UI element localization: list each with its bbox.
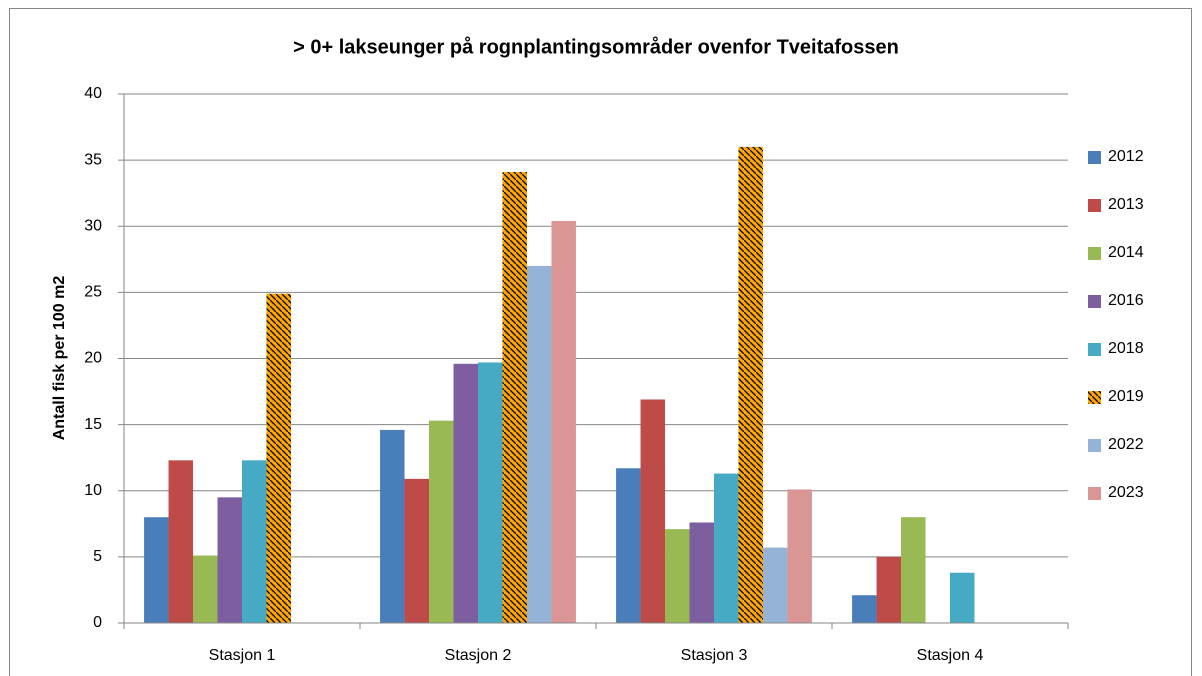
y-tick-label: 10 (84, 482, 102, 499)
bar (429, 420, 454, 623)
y-tick-label: 20 (84, 350, 102, 367)
bar (616, 468, 641, 623)
x-tick-label: Stasjon 4 (917, 647, 984, 664)
legend-label: 2014 (1108, 244, 1144, 261)
legend-swatch (1088, 151, 1101, 164)
legend-label: 2019 (1108, 388, 1144, 405)
legend-label: 2018 (1108, 340, 1144, 357)
legend-label: 2012 (1108, 148, 1144, 165)
bar (478, 362, 503, 623)
x-tick-label: Stasjon 2 (445, 647, 512, 664)
bar (380, 429, 405, 623)
y-axis-label: Antall fisk per 100 m2 (51, 276, 68, 441)
x-tick-label: Stasjon 1 (209, 647, 276, 664)
bar (526, 265, 552, 623)
bar (852, 595, 877, 623)
legend-swatch (1088, 295, 1101, 308)
y-tick-label: 5 (93, 548, 102, 565)
bar (640, 399, 666, 623)
x-tick-label: Stasjon 3 (681, 647, 748, 664)
bar (689, 522, 714, 623)
bar (217, 497, 242, 623)
legend-swatch (1088, 487, 1101, 500)
y-tick-label: 30 (84, 217, 102, 234)
bar (787, 489, 812, 623)
bar (738, 146, 763, 623)
y-tick-label: 40 (84, 85, 102, 102)
legend-label: 2016 (1108, 292, 1144, 309)
bar (144, 517, 169, 623)
legend-swatch (1088, 391, 1101, 404)
legend-label: 2022 (1108, 436, 1144, 453)
chart-title: > 0+ lakseunger på rognplantingsområder … (293, 35, 899, 58)
legend-label: 2023 (1108, 484, 1144, 501)
y-tick-label: 25 (84, 284, 102, 301)
bar (502, 172, 527, 623)
bar (950, 572, 975, 623)
bar (665, 529, 690, 623)
bar (714, 473, 739, 623)
y-tick-label: 15 (84, 416, 102, 433)
bar (266, 293, 291, 623)
legend-swatch (1088, 199, 1101, 212)
y-tick-label: 0 (93, 614, 102, 631)
bar (404, 478, 430, 623)
bar (901, 517, 926, 623)
bar (242, 460, 267, 623)
legend-swatch (1088, 247, 1101, 260)
bar (193, 555, 218, 623)
legend-swatch (1088, 439, 1101, 452)
bar (453, 363, 478, 623)
bar (551, 220, 576, 623)
bar (876, 556, 902, 623)
bar (168, 460, 194, 623)
legend-swatch (1088, 343, 1101, 356)
bar (762, 547, 788, 623)
y-tick-label: 35 (84, 151, 102, 168)
legend-label: 2013 (1108, 196, 1144, 213)
